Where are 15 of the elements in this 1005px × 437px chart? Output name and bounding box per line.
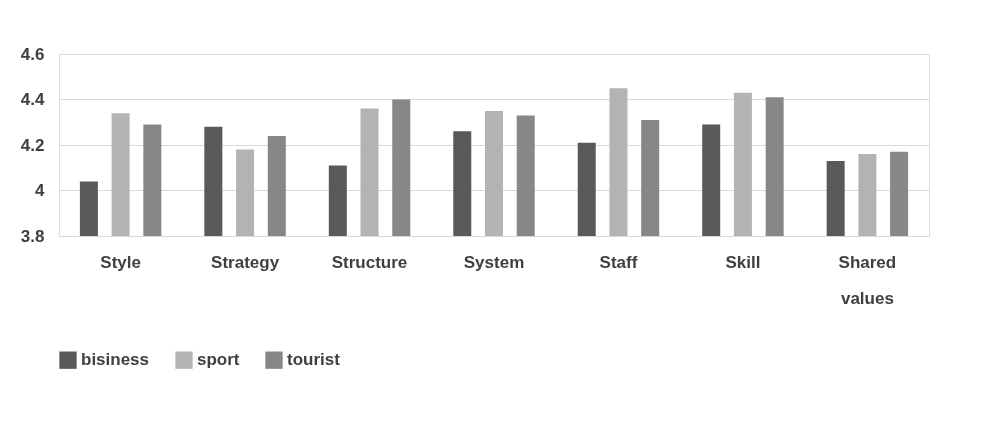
y-tick-label: 4.4 xyxy=(20,90,46,109)
x-tick-label: Staff xyxy=(599,252,638,272)
x-tick-label: Shared values xyxy=(838,252,897,308)
legend-label: tourist xyxy=(287,350,341,370)
x-tick-label: Style xyxy=(100,252,141,272)
x-tick-label: Strategy xyxy=(211,252,280,272)
legend-label: sport xyxy=(197,350,240,370)
x-tick-label: Skill xyxy=(725,252,761,272)
y-tick-label: 4 xyxy=(35,181,46,200)
legend-label: bisiness xyxy=(81,350,150,370)
y-tick-label: 4.6 xyxy=(20,44,45,64)
x-tick-label: System xyxy=(463,252,525,272)
x-tick-label: Structure xyxy=(331,252,408,272)
y-tick-label: 4.2 xyxy=(20,135,45,155)
y-tick-label: 3.8 xyxy=(20,226,45,246)
